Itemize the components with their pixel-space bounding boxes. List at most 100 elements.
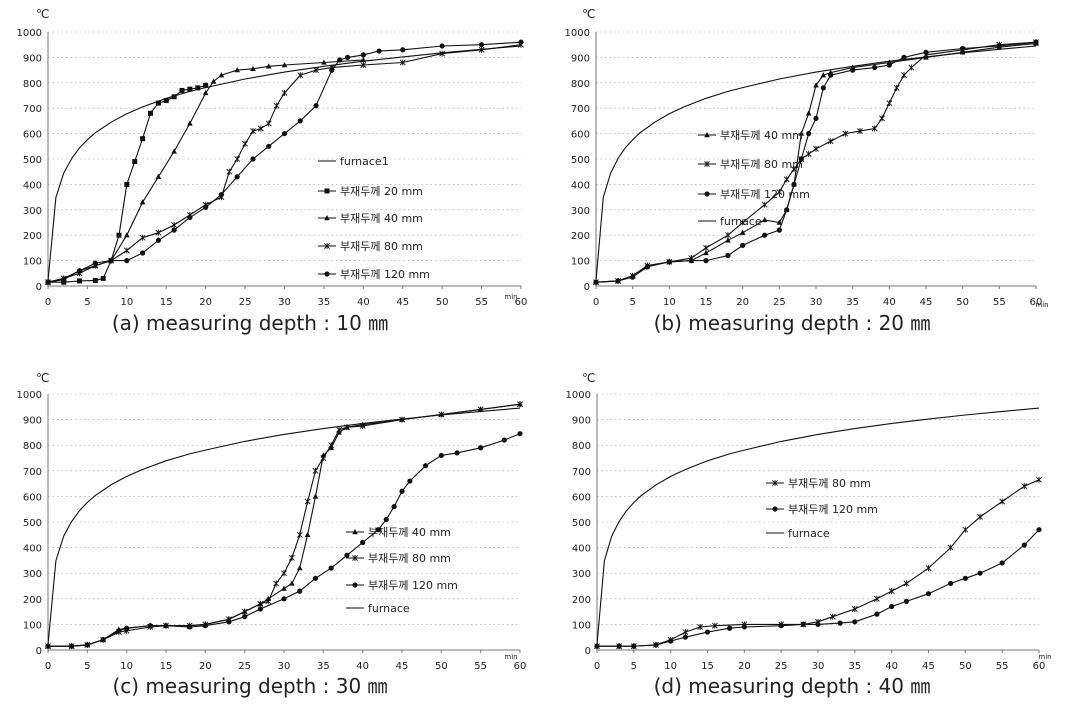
legend-marker-asterisk	[772, 480, 778, 486]
data-point-asterisk	[281, 89, 288, 96]
data-point-asterisk	[360, 62, 367, 69]
data-point-asterisk	[888, 588, 895, 595]
x-tick-label: 30	[278, 661, 291, 672]
x-axis-unit: min	[1035, 301, 1048, 309]
series-furnace	[596, 407, 1040, 645]
data-point-asterisk	[265, 120, 272, 127]
legend-label: 부재두께 120 mm	[788, 503, 878, 516]
x-tick-label: 35	[317, 661, 330, 672]
data-point-circle	[903, 598, 910, 604]
y-tick-label: 300	[572, 569, 591, 580]
data-point-circle	[155, 237, 161, 243]
x-tick-label: 0	[593, 297, 599, 308]
legend-marker-square	[324, 188, 330, 194]
data-point-square	[155, 100, 161, 106]
data-point-asterisk	[805, 150, 812, 157]
data-point-square	[140, 136, 146, 142]
data-point-asterisk	[871, 125, 878, 132]
data-point-circle	[45, 279, 51, 285]
series-line	[48, 433, 521, 647]
series-circle	[45, 39, 524, 285]
legend-marker-triangle	[352, 529, 358, 535]
y-tick-label: 500	[571, 155, 590, 166]
y-tick-label: 900	[23, 53, 42, 64]
data-point-circle	[108, 258, 114, 264]
x-tick-label: 5	[631, 661, 637, 672]
data-point-asterisk	[886, 100, 893, 107]
data-point-triangle	[761, 216, 768, 223]
data-point-circle	[923, 49, 929, 55]
data-point-asterisk	[336, 426, 342, 433]
data-point-asterisk	[155, 229, 162, 236]
x-tick-label: 10	[663, 297, 676, 308]
data-point-circle	[171, 227, 177, 233]
data-point-circle	[1021, 542, 1027, 548]
data-point-asterisk	[296, 531, 303, 538]
x-tick-label: 0	[45, 661, 51, 672]
x-tick-label: 5	[84, 297, 90, 308]
data-point-asterisk	[257, 600, 264, 607]
y-tick-label: 500	[572, 518, 591, 529]
data-point-asterisk	[242, 140, 249, 147]
data-point-asterisk	[962, 526, 969, 533]
data-point-triangle	[304, 531, 311, 537]
y-tick-label: 0	[584, 282, 590, 293]
legend-label: 부재두께 40 mm	[720, 129, 803, 142]
data-point-asterisk	[857, 128, 863, 135]
data-point-circle	[383, 516, 389, 523]
legend-entry: 부재두께 120 mm	[766, 503, 878, 516]
legend-entry: furnace1	[318, 155, 389, 168]
x-tick-label: 15	[160, 297, 173, 308]
y-tick-label: 1000	[17, 28, 42, 39]
data-point-triangle	[776, 219, 783, 225]
y-tick-label: 800	[23, 441, 42, 452]
series-line	[596, 407, 1040, 645]
data-point-circle	[147, 623, 153, 629]
data-point-circle	[501, 437, 507, 443]
data-point-circle	[140, 250, 146, 256]
data-point-circle	[281, 131, 288, 137]
x-tick-label: 40	[883, 297, 896, 308]
data-point-triangle	[798, 130, 805, 136]
data-point-circle	[202, 623, 208, 629]
data-point-triangle	[234, 67, 240, 73]
legend-entry: 부재두께 40 mm	[346, 526, 451, 539]
data-point-asterisk	[901, 72, 907, 79]
data-point-circle	[163, 623, 169, 629]
panel-caption: (b) measuring depth : 20 ㎜	[654, 311, 931, 335]
x-tick-label: 20	[736, 297, 749, 308]
data-point-asterisk	[273, 580, 280, 587]
data-point-circle	[124, 625, 130, 631]
data-point-square	[132, 159, 138, 165]
y-axis-unit: ℃	[582, 371, 595, 385]
data-point-circle	[828, 72, 834, 78]
data-point-asterisk	[171, 222, 178, 229]
data-point-circle	[187, 624, 193, 630]
data-point-asterisk	[273, 102, 280, 109]
data-point-triangle	[202, 89, 209, 96]
legend-entry: 부재두께 80 mm	[698, 158, 803, 171]
data-point-circle	[313, 103, 319, 109]
data-point-circle	[631, 643, 637, 649]
data-point-circle	[778, 623, 784, 629]
y-tick-label: 200	[572, 595, 591, 606]
data-point-circle	[704, 629, 711, 635]
data-point-asterisk	[697, 623, 704, 630]
data-point-circle	[360, 539, 366, 546]
data-point-asterisk	[439, 50, 446, 57]
data-point-square	[100, 275, 106, 281]
legend-entry: 부재두께 40 mm	[318, 212, 423, 225]
y-tick-label: 100	[572, 620, 591, 631]
legend-marker-asterisk	[704, 161, 710, 167]
y-tick-label: 1000	[17, 390, 42, 401]
data-point-square	[77, 278, 83, 284]
x-tick-label: 25	[775, 661, 788, 672]
x-tick-label: 60	[515, 297, 528, 308]
series-furnace	[595, 45, 1037, 281]
y-tick-label: 700	[571, 104, 590, 115]
y-axis-unit: ℃	[582, 7, 595, 21]
x-tick-label: 15	[701, 661, 714, 672]
data-point-asterisk	[139, 234, 146, 241]
data-point-triangle	[171, 148, 177, 154]
data-point-asterisk	[776, 189, 783, 196]
